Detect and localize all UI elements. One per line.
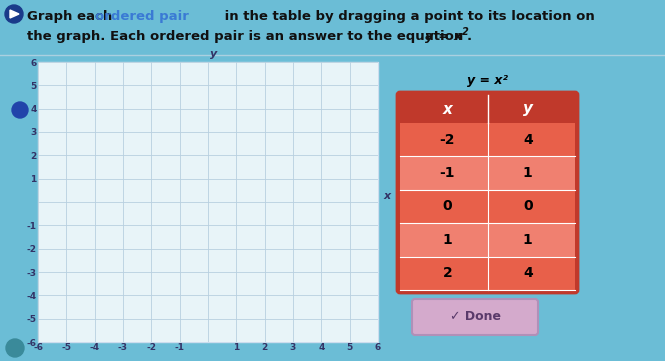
- Text: 1: 1: [442, 233, 452, 247]
- Text: Graph each: Graph each: [27, 10, 117, 23]
- Circle shape: [12, 102, 28, 118]
- Text: .: .: [467, 30, 472, 43]
- Text: 4: 4: [523, 266, 533, 280]
- Text: y: y: [210, 49, 217, 59]
- FancyBboxPatch shape: [397, 92, 578, 293]
- FancyBboxPatch shape: [400, 95, 575, 123]
- FancyBboxPatch shape: [400, 223, 575, 257]
- Text: ordered pair: ordered pair: [95, 10, 189, 23]
- Text: 2: 2: [442, 266, 452, 280]
- Text: 1: 1: [523, 166, 533, 180]
- Text: 1: 1: [523, 233, 533, 247]
- Circle shape: [5, 5, 23, 23]
- Text: x: x: [384, 191, 391, 201]
- Circle shape: [6, 339, 24, 357]
- FancyBboxPatch shape: [412, 299, 538, 335]
- Text: 0: 0: [523, 200, 533, 213]
- Text: ✓ Done: ✓ Done: [450, 310, 501, 323]
- FancyBboxPatch shape: [400, 123, 575, 156]
- Text: the graph. Each ordered pair is an answer to the equation: the graph. Each ordered pair is an answe…: [27, 30, 468, 43]
- Text: 2: 2: [462, 27, 469, 37]
- Text: y = x²: y = x²: [467, 74, 508, 87]
- Text: y = x: y = x: [425, 30, 462, 43]
- Text: x: x: [442, 101, 452, 117]
- Text: 0: 0: [442, 200, 452, 213]
- FancyBboxPatch shape: [400, 257, 575, 290]
- Text: 4: 4: [523, 133, 533, 147]
- Text: -2: -2: [440, 133, 455, 147]
- Polygon shape: [10, 10, 19, 18]
- Text: -1: -1: [440, 166, 455, 180]
- FancyBboxPatch shape: [38, 62, 378, 342]
- FancyBboxPatch shape: [400, 190, 575, 223]
- Text: in the table by dragging a point to its location on: in the table by dragging a point to its …: [220, 10, 595, 23]
- Text: y: y: [523, 101, 533, 117]
- FancyBboxPatch shape: [400, 156, 575, 190]
